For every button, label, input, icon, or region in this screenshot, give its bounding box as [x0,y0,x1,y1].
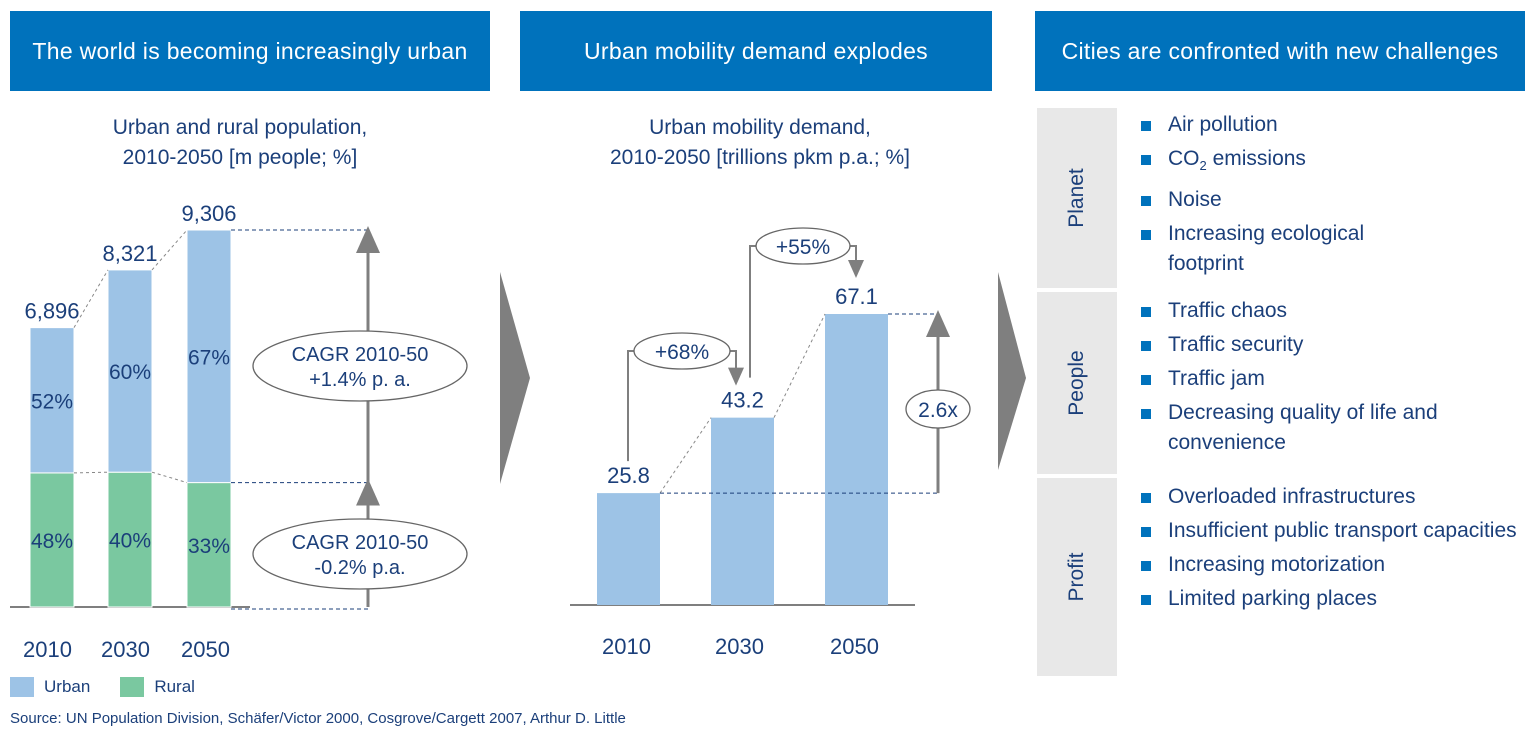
list-item: Insufficient public transport capacities [1138,516,1518,546]
urban-cagr-bubble [252,330,468,402]
growth-label-2010-2030: +68% [655,341,709,364]
multiplier-label: 2.6x [918,399,958,422]
chevron-arrow-icon [500,272,530,484]
header-middle: Urban mobility demand explodes [520,11,992,91]
source-note: Source: UN Population Division, Schäfer/… [10,710,626,727]
mob-connector [773,313,826,418]
list-item: Traffic chaos [1138,296,1518,326]
urban-bar-2050 [186,229,232,484]
mobility-bar-2010 [597,493,660,605]
list-item: Increasing motorization [1138,550,1518,580]
cagr-value: -0.2% p.a. [314,557,405,579]
mob-connector [659,417,712,494]
pop-top-connector [151,229,188,271]
rural-pct-label-2050: 33% [188,535,230,558]
header-left: The world is becoming increasingly urban [10,11,490,91]
mob-x-label-2010: 2010 [602,634,651,659]
people-list: Traffic chaos Traffic security Traffic j… [1138,296,1518,462]
mobility-chart-title: Urban mobility demand, 2010-2050 [trilli… [610,116,910,169]
growth-label-2030-2050: +55% [776,236,830,259]
mobility-value-2010: 25.8 [607,463,650,488]
growth-bubble-2030-2050 [755,227,851,265]
growth-bubble-2010-2030 [633,332,731,370]
chevron-arrow-icon [998,272,1026,470]
planet-label: Planet [1065,168,1088,228]
legend-rural-swatch [120,677,145,697]
mobility-value-2030: 43.2 [721,388,764,413]
urban-pct-label-2050: 67% [188,346,230,369]
urban-pct-label-2030: 60% [109,361,151,384]
list-item: Limited parking places [1138,584,1518,614]
pop-x-label-2050: 2050 [181,637,230,662]
multiplier-bubble [905,389,971,429]
urban-bar-2030 [107,269,153,473]
pop-x-label-2010: 2010 [23,637,72,662]
mobility-bar-2050 [825,314,888,605]
cagr-value: +1.4% p. a. [309,369,411,391]
profit-panel: Profit [1037,478,1117,676]
list-item: Air pollution [1138,110,1518,140]
planet-list: Air pollution CO2 emissions Noise Increa… [1138,110,1518,283]
people-label: People [1065,350,1088,416]
list-item: Traffic security [1138,330,1518,360]
urban-bar-2010 [29,327,75,474]
legend-urban-swatch [10,677,34,697]
rural-pct-label-2030: 40% [109,530,151,553]
pop-split-connector [73,471,109,474]
profit-label: Profit [1065,552,1088,602]
cagr-label: CAGR 2010-50 [292,532,429,554]
list-item-co2: CO2 emissions [1138,144,1518,181]
list-item: Increasing ecological footprint [1138,219,1438,279]
legend-rural-label: Rural [154,677,195,696]
mobility-bar-2030 [711,417,774,605]
cagr-label: CAGR 2010-50 [292,344,429,366]
legend-urban-label: Urban [44,677,91,696]
list-item: Overloaded infrastructures [1138,482,1518,512]
pop-split-connector [151,471,188,484]
list-item: Noise [1138,185,1518,215]
rural-pct-label-2010: 48% [31,530,73,553]
total-label-2030: 8,321 [102,241,157,266]
profit-list: Overloaded infrastructures Insufficient … [1138,482,1518,618]
urban-pct-label-2010: 52% [31,390,73,413]
mobility-value-2050: 67.1 [835,284,878,309]
people-panel: People [1037,292,1117,474]
rural-bar-2030 [107,471,153,608]
pop-x-label-2030: 2030 [101,637,150,662]
list-item: Decreasing quality of life and convenien… [1138,398,1518,458]
rural-cagr-bubble [252,518,468,590]
pop-top-connector [73,269,109,328]
mob-x-label-2030: 2030 [715,634,764,659]
header-right: Cities are confronted with new challenge… [1035,11,1525,91]
mob-x-label-2050: 2050 [830,634,879,659]
population-chart-title: Urban and rural population, 2010-2050 [m… [112,116,368,169]
rural-bar-2010 [29,472,75,608]
total-label-2010: 6,896 [24,299,79,324]
planet-panel: Planet [1037,108,1117,288]
total-label-2050: 9,306 [181,201,236,226]
chart-legend: Urban Rural [10,677,195,697]
rural-bar-2050 [186,482,232,608]
list-item: Traffic jam [1138,364,1518,394]
